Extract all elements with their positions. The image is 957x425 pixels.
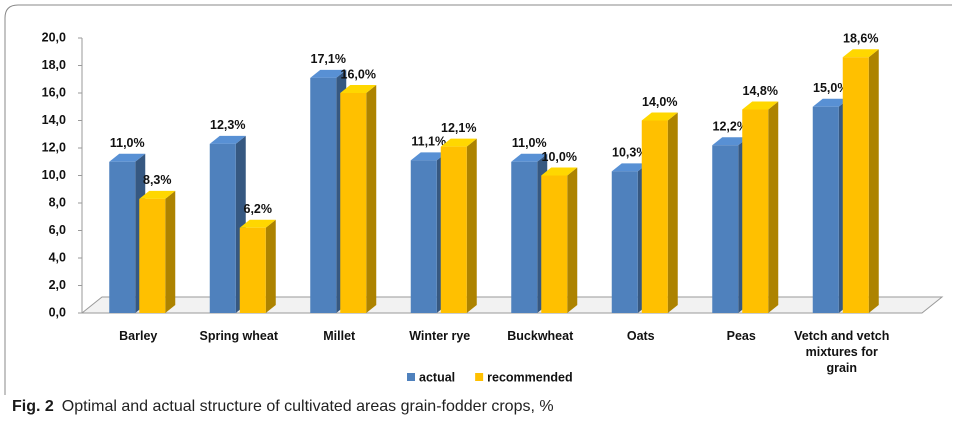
value-label: 12,2%	[713, 120, 748, 134]
value-label: 18,6%	[843, 32, 878, 46]
bar-top	[310, 69, 347, 78]
value-label: 12,1%	[441, 121, 476, 135]
caption-label: Fig. 2	[12, 398, 54, 415]
value-label: 11,0%	[110, 136, 145, 150]
y-tick-label: 6,0	[49, 223, 66, 237]
bar-front	[712, 145, 739, 313]
value-label: 8,3%	[143, 173, 172, 187]
bar-top	[742, 101, 779, 110]
y-tick-label: 14,0	[42, 113, 66, 127]
bar-top	[812, 98, 849, 107]
bar-top	[440, 138, 477, 147]
x-tick-label: Winter rye	[409, 329, 471, 343]
x-tick-label: Peas	[726, 329, 756, 343]
value-label: 11,0%	[512, 136, 547, 150]
value-label: 6,2%	[244, 202, 273, 216]
bar-side	[466, 138, 477, 313]
bar	[109, 153, 146, 313]
x-tick-label: Barley	[119, 329, 158, 343]
value-label: 11,1%	[411, 135, 446, 149]
bar-top	[340, 85, 377, 93]
x-tick-label: Millet	[323, 329, 356, 343]
y-tick-label: 8,0	[49, 195, 66, 209]
y-tick-label: 18,0	[42, 58, 66, 72]
value-label: 10,3%	[612, 146, 647, 160]
bar-top	[541, 167, 578, 176]
y-tick-label: 20,0	[42, 30, 66, 44]
bar-front	[611, 171, 638, 313]
bar-top	[842, 49, 879, 58]
bar-top	[511, 153, 548, 162]
bar-side	[366, 85, 377, 313]
bar-top	[611, 163, 648, 172]
bar-front	[109, 161, 136, 313]
x-tick-label: Oats	[626, 329, 655, 343]
bar-side	[667, 112, 678, 313]
bar-top	[641, 112, 678, 121]
bar-front	[541, 175, 568, 313]
y-tick-label: 10,0	[42, 168, 66, 182]
y-tick-label: 0,0	[49, 305, 66, 319]
value-label: 14,0%	[642, 95, 677, 109]
bar-top	[109, 153, 146, 162]
value-label: 14,8%	[743, 84, 778, 98]
bar-top	[209, 135, 246, 144]
bar-front	[440, 146, 467, 313]
value-label: 10,0%	[542, 150, 577, 164]
bar	[239, 219, 276, 313]
legend-label: recommended	[487, 370, 572, 384]
bar	[742, 101, 779, 313]
x-tick-label: Buckwheat	[507, 329, 574, 343]
bar-front	[410, 160, 437, 313]
bar-side	[868, 49, 879, 313]
y-tick-label: 12,0	[42, 140, 66, 154]
bar-front	[812, 106, 839, 313]
legend-swatch	[475, 373, 484, 381]
x-tick-label: Vetch and vetch mixtures for grain	[794, 329, 890, 375]
bar	[440, 138, 477, 313]
bar-side	[165, 190, 176, 313]
bar	[641, 112, 678, 313]
x-tick-label: Spring wheat	[199, 329, 278, 343]
value-label: 15,0%	[813, 81, 848, 95]
bar	[310, 69, 347, 313]
bar-side	[768, 101, 779, 313]
value-label: 12,3%	[210, 118, 245, 132]
y-tick-label: 4,0	[49, 250, 66, 264]
value-label: 17,1%	[311, 52, 346, 66]
y-tick-label: 16,0	[42, 85, 66, 99]
bar-top	[139, 190, 176, 199]
bar-front	[139, 198, 166, 313]
bar-front	[310, 77, 337, 313]
bar-side	[265, 219, 276, 313]
bar-top	[410, 152, 447, 161]
bar-top	[239, 219, 276, 228]
bar-front	[842, 57, 869, 313]
legend-swatch	[407, 373, 415, 381]
caption-text: Optimal and actual structure of cultivat…	[61, 398, 554, 415]
bar-front	[340, 93, 367, 313]
bar	[611, 163, 648, 313]
bar	[541, 167, 578, 313]
bar-side	[567, 167, 578, 313]
chart-frame	[4, 4, 952, 395]
bar-top	[712, 137, 749, 146]
bar-front	[209, 143, 236, 313]
y-tick-label: 2,0	[49, 278, 66, 292]
bar	[139, 190, 176, 313]
caption: Fig. 2 Optimal and actual structure of cu…	[12, 398, 554, 416]
bar	[340, 85, 377, 313]
bar-front	[239, 227, 266, 313]
bar-front	[742, 109, 769, 313]
bar	[842, 49, 879, 313]
legend-label: actual	[419, 370, 455, 384]
bar	[209, 135, 246, 313]
bar-front	[511, 161, 538, 313]
value-label: 16,0%	[341, 67, 376, 81]
bar-front	[641, 120, 668, 313]
